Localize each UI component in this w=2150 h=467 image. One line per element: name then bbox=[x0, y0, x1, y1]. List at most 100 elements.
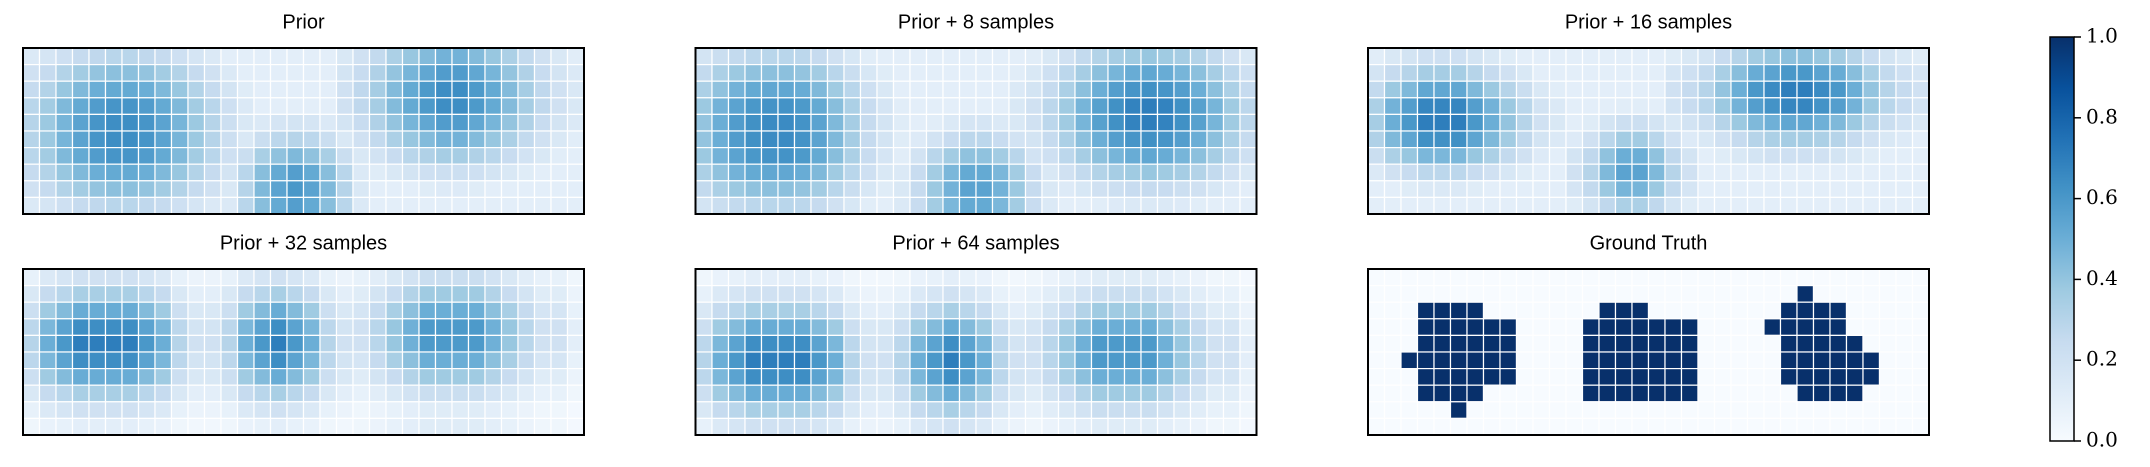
heatmap-cell bbox=[909, 113, 928, 132]
heatmap-cell bbox=[220, 47, 239, 66]
heatmap-cell bbox=[1680, 268, 1699, 287]
heatmap-cell bbox=[1697, 401, 1716, 419]
heatmap-cell bbox=[1532, 163, 1551, 182]
heatmap-cell bbox=[892, 351, 911, 370]
heatmap-cell bbox=[38, 163, 57, 182]
heatmap-cell bbox=[352, 63, 371, 82]
heatmap-cell bbox=[22, 401, 41, 419]
heatmap-cell bbox=[1515, 196, 1534, 215]
heatmap-cell bbox=[1581, 130, 1600, 149]
heatmap-cell bbox=[1763, 285, 1782, 303]
heatmap-cell bbox=[1400, 80, 1419, 99]
heatmap-cell bbox=[876, 268, 895, 287]
heatmap-cell bbox=[744, 417, 763, 436]
heatmap-cell bbox=[1433, 285, 1452, 303]
heatmap-cell bbox=[1173, 196, 1192, 215]
heatmap-cell bbox=[1680, 301, 1699, 320]
heatmap-cell bbox=[1680, 285, 1699, 303]
heatmap-cell bbox=[368, 80, 387, 99]
heatmap-cell bbox=[484, 180, 503, 199]
heatmap-cell bbox=[1746, 196, 1765, 215]
heatmap-cell bbox=[1416, 130, 1435, 149]
heatmap-cell bbox=[727, 130, 746, 149]
heatmap-cell bbox=[909, 63, 928, 82]
heatmap-cell bbox=[187, 417, 206, 436]
heatmap-cell bbox=[1499, 417, 1518, 436]
heatmap-cell bbox=[154, 47, 173, 66]
heatmap-cell bbox=[1239, 417, 1258, 436]
heatmap-cell bbox=[1482, 351, 1501, 370]
heatmap-cell bbox=[876, 368, 895, 386]
heatmap-cell bbox=[1614, 180, 1633, 199]
heatmap-cell bbox=[1416, 384, 1435, 403]
heatmap-cell bbox=[137, 401, 156, 419]
heatmap-cell bbox=[1664, 384, 1683, 403]
heatmap-cell bbox=[1697, 301, 1716, 320]
heatmap-cell bbox=[1862, 130, 1881, 149]
heatmap-cell bbox=[1746, 147, 1765, 165]
heatmap-cell bbox=[1433, 113, 1452, 132]
heatmap-cell bbox=[1565, 285, 1584, 303]
heatmap-cell bbox=[843, 401, 862, 419]
heatmap-cell bbox=[203, 301, 222, 320]
heatmap-cell bbox=[104, 318, 123, 336]
heatmap-cell bbox=[38, 351, 57, 370]
heatmap-cell bbox=[1565, 163, 1584, 182]
heatmap-cell bbox=[1895, 417, 1914, 436]
heatmap-cell bbox=[517, 268, 536, 287]
heatmap-cell bbox=[727, 334, 746, 353]
panel-title: Prior + 64 samples bbox=[892, 232, 1059, 254]
heatmap-cell bbox=[1829, 268, 1848, 287]
heatmap-cell bbox=[220, 113, 239, 132]
heatmap-cell bbox=[236, 163, 255, 182]
heatmap-cell bbox=[1812, 301, 1831, 320]
heatmap-cell bbox=[88, 285, 107, 303]
heatmap-cell bbox=[777, 417, 796, 436]
heatmap-cell bbox=[1862, 368, 1881, 386]
heatmap-cell bbox=[253, 368, 272, 386]
heatmap-cell bbox=[1878, 113, 1897, 132]
heatmap-cell bbox=[1123, 163, 1142, 182]
heatmap-cell bbox=[1123, 318, 1142, 336]
heatmap-cell bbox=[942, 196, 961, 215]
heatmap-cell bbox=[793, 301, 812, 320]
heatmap-cell bbox=[892, 334, 911, 353]
heatmap-cell bbox=[1482, 318, 1501, 336]
heatmap-cell bbox=[38, 63, 57, 82]
heatmap-cell bbox=[1466, 318, 1485, 336]
heatmap-cell bbox=[1090, 163, 1109, 182]
heatmap-cell bbox=[1598, 285, 1617, 303]
heatmap-cell bbox=[55, 113, 74, 132]
heatmap bbox=[694, 47, 1258, 215]
heatmap-cell bbox=[1647, 97, 1666, 116]
heatmap-cell bbox=[1156, 113, 1175, 132]
heatmap-cell bbox=[1796, 318, 1815, 336]
heatmap-cell bbox=[1206, 318, 1225, 336]
heatmap-cell bbox=[1878, 47, 1897, 66]
heatmap-cell bbox=[909, 285, 928, 303]
heatmap-cell bbox=[1862, 80, 1881, 99]
heatmap-cell bbox=[467, 368, 486, 386]
heatmap-cell bbox=[1532, 334, 1551, 353]
heatmap-cell bbox=[104, 268, 123, 287]
heatmap-cell bbox=[1845, 113, 1864, 132]
heatmap-cell bbox=[401, 180, 420, 199]
heatmap-cell bbox=[335, 163, 354, 182]
heatmap-cell bbox=[154, 268, 173, 287]
heatmap-cell bbox=[975, 268, 994, 287]
heatmap-cell bbox=[925, 97, 944, 116]
heatmap-cell bbox=[1024, 113, 1043, 132]
heatmap-cell bbox=[991, 97, 1010, 116]
heatmap-cell bbox=[401, 301, 420, 320]
heatmap-cell bbox=[170, 268, 189, 287]
heatmap-cell bbox=[187, 63, 206, 82]
heatmap-cell bbox=[1173, 163, 1192, 182]
heatmap-cell bbox=[1878, 417, 1897, 436]
heatmap-cell bbox=[1057, 301, 1076, 320]
heatmap-cell bbox=[1647, 384, 1666, 403]
heatmap-cell bbox=[88, 196, 107, 215]
heatmap-cell bbox=[1548, 334, 1567, 353]
heatmap-cell bbox=[1222, 147, 1241, 165]
heatmap-cell bbox=[1466, 285, 1485, 303]
heatmap-cell bbox=[335, 368, 354, 386]
